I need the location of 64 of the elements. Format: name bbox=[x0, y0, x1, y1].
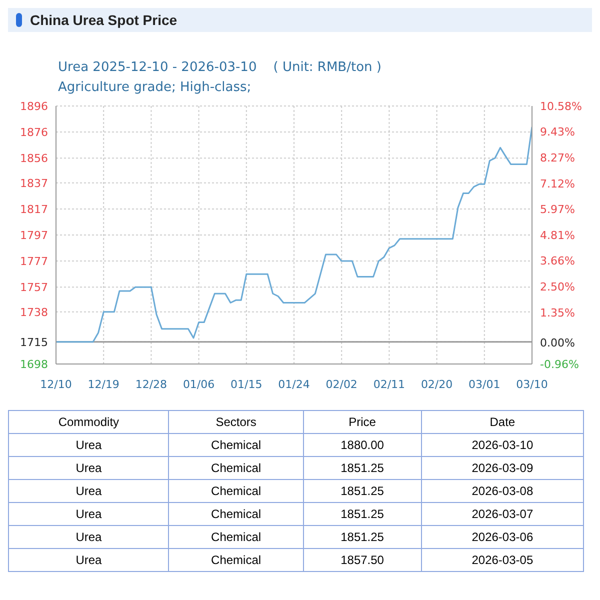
y-tick-label: 1837 bbox=[20, 176, 48, 190]
line-series bbox=[56, 126, 532, 343]
y-tick-label: 1876 bbox=[20, 126, 48, 140]
y2-tick-label: 7.12% bbox=[540, 177, 575, 190]
x-tick-label: 02/02 bbox=[326, 378, 358, 391]
text: Chemical bbox=[168, 502, 304, 526]
x-tick-label: 03/01 bbox=[468, 378, 500, 391]
y2-tick-label: -0.96% bbox=[540, 358, 579, 371]
y-tick-label: 1738 bbox=[20, 306, 48, 319]
text: Urea bbox=[8, 434, 169, 456]
x-tick-label: 03/10 bbox=[516, 378, 548, 391]
x-tick-label: 01/15 bbox=[230, 378, 262, 391]
text: Chemical bbox=[168, 526, 304, 548]
text: 1851.25 bbox=[303, 526, 422, 548]
x-tick-label: 12/10 bbox=[40, 378, 72, 391]
text: Chemical bbox=[168, 434, 304, 456]
y2-tick-label: 10.58% bbox=[540, 100, 582, 113]
x-tick-label: 01/06 bbox=[182, 378, 215, 391]
text: 1857.50 bbox=[303, 548, 422, 572]
text: Chemical bbox=[168, 456, 304, 480]
text: Urea bbox=[8, 548, 169, 572]
text: 2026-03-08 bbox=[421, 480, 584, 502]
chart-title: China Urea Spot Price bbox=[30, 12, 178, 28]
y-tick-label: 1896 bbox=[20, 100, 48, 113]
y2-tick-label: 0.00% bbox=[540, 336, 575, 350]
x-tick-label: 12/19 bbox=[88, 378, 120, 391]
text: Price bbox=[303, 410, 422, 434]
y2-tick-label: 2.50% bbox=[540, 280, 575, 294]
y-tick-label: 1715 bbox=[20, 336, 48, 349]
text: Chemical bbox=[168, 480, 304, 502]
text: Urea bbox=[8, 456, 169, 480]
y-tick-label: 1777 bbox=[20, 255, 48, 268]
y-tick-label: 1698 bbox=[20, 358, 48, 371]
chart-subtitle: Urea 2025-12-10 - 2026-03-10 ( Unit: RMB/ton ) Agriculture grade; High-class; bbox=[58, 59, 382, 97]
text: 1851.25 bbox=[303, 480, 422, 502]
x-tick-label: 12/28 bbox=[135, 378, 168, 391]
text: 1880.00 bbox=[303, 434, 422, 456]
text: Urea bbox=[8, 502, 169, 526]
text: 2026-03-06 bbox=[421, 526, 584, 548]
text: Date bbox=[421, 410, 584, 434]
text: Chemical bbox=[168, 548, 304, 572]
y-tick-label: 1817 bbox=[20, 202, 48, 216]
y2-tick-label: 5.97% bbox=[540, 203, 575, 216]
text: Commodity bbox=[8, 410, 169, 434]
y2-tick-label: 1.35% bbox=[540, 306, 575, 320]
y2-tick-label: 3.66% bbox=[540, 254, 575, 268]
y2-tick-label: 9.43% bbox=[540, 126, 575, 139]
x-tick-label: 02/11 bbox=[373, 378, 406, 391]
text: 2026-03-05 bbox=[421, 548, 584, 572]
text: 2026-03-10 bbox=[421, 434, 584, 456]
text: Sectors bbox=[168, 410, 304, 434]
text: 1851.25 bbox=[303, 456, 422, 480]
y2-tick-label: 4.81% bbox=[540, 229, 575, 242]
text: 1851.25 bbox=[303, 502, 422, 526]
y-tick-label: 1757 bbox=[20, 281, 48, 294]
x-tick-label: 02/20 bbox=[420, 378, 453, 391]
x-tick-label: 01/24 bbox=[278, 378, 310, 391]
y-tick-label: 1856 bbox=[20, 152, 48, 166]
text: Urea bbox=[8, 480, 169, 502]
text: 2026-03-07 bbox=[421, 502, 584, 526]
text: 2026-03-09 bbox=[421, 456, 584, 480]
text: Urea bbox=[8, 526, 169, 548]
y-tick-label: 1797 bbox=[20, 229, 48, 242]
y2-tick-label: 8.27% bbox=[540, 152, 575, 165]
